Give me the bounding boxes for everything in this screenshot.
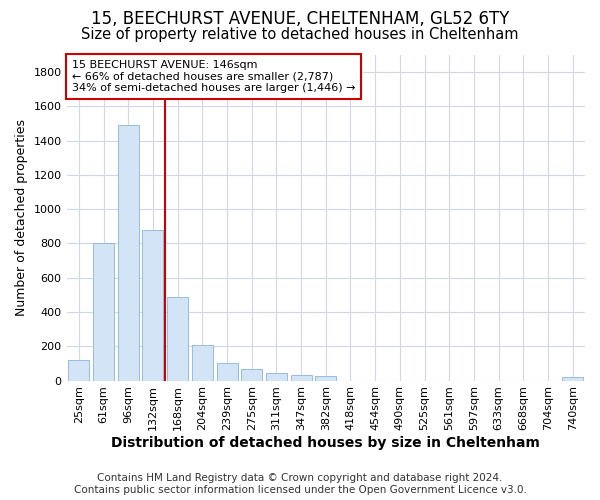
Text: Contains HM Land Registry data © Crown copyright and database right 2024.
Contai: Contains HM Land Registry data © Crown c… (74, 474, 526, 495)
Bar (562, 378, 583, 380)
Bar (142, 230, 163, 380)
Bar (192, 346, 213, 380)
Bar (290, 374, 311, 380)
Bar (93, 244, 114, 380)
X-axis label: Distribution of detached houses by size in Cheltenham: Distribution of detached houses by size … (112, 436, 540, 450)
Bar (68, 360, 89, 380)
Bar (217, 362, 238, 380)
Bar (241, 370, 262, 380)
Bar (167, 296, 188, 380)
Text: 15 BEECHURST AVENUE: 146sqm
← 66% of detached houses are smaller (2,787)
34% of : 15 BEECHURST AVENUE: 146sqm ← 66% of det… (72, 60, 355, 93)
Text: Size of property relative to detached houses in Cheltenham: Size of property relative to detached ho… (81, 28, 519, 42)
Bar (266, 373, 287, 380)
Y-axis label: Number of detached properties: Number of detached properties (15, 120, 28, 316)
Bar (118, 126, 139, 380)
Text: 15, BEECHURST AVENUE, CHELTENHAM, GL52 6TY: 15, BEECHURST AVENUE, CHELTENHAM, GL52 6… (91, 10, 509, 28)
Bar (315, 376, 336, 380)
